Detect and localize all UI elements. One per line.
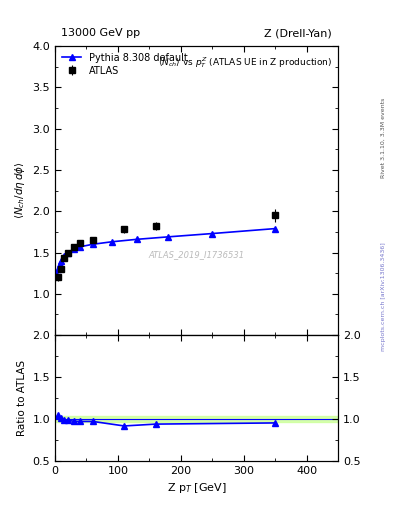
Bar	[55, 416, 338, 422]
Text: Z (Drell-Yan): Z (Drell-Yan)	[264, 28, 332, 38]
Pythia 8.308 default	[62, 253, 67, 259]
Pythia 8.308 default	[273, 225, 277, 231]
Pythia 8.308 default	[54, 272, 59, 279]
Pythia 8.308 default	[56, 266, 61, 272]
Pythia 8.308 default	[57, 261, 62, 267]
Pythia 8.308 default	[109, 239, 114, 245]
Pythia 8.308 default	[210, 230, 215, 237]
Text: mcplots.cern.ch [arXiv:1306.3436]: mcplots.cern.ch [arXiv:1306.3436]	[381, 243, 386, 351]
Pythia 8.308 default	[78, 244, 83, 250]
Text: ATLAS_2019_I1736531: ATLAS_2019_I1736531	[149, 250, 244, 259]
Text: Rivet 3.1.10, 3.3M events: Rivet 3.1.10, 3.3M events	[381, 98, 386, 178]
Pythia 8.308 default	[72, 246, 76, 252]
Pythia 8.308 default	[134, 236, 139, 242]
Pythia 8.308 default	[166, 234, 171, 240]
Text: $\langle N_{ch}\rangle$ vs $p_T^Z$ (ATLAS UE in Z production): $\langle N_{ch}\rangle$ vs $p_T^Z$ (ATLA…	[158, 55, 332, 70]
Line: Pythia 8.308 default: Pythia 8.308 default	[54, 226, 278, 279]
Y-axis label: Ratio to ATLAS: Ratio to ATLAS	[17, 360, 27, 436]
X-axis label: Z p$_T$ [GeV]: Z p$_T$ [GeV]	[167, 481, 226, 495]
Legend: Pythia 8.308 default, ATLAS: Pythia 8.308 default, ATLAS	[58, 49, 192, 80]
Y-axis label: $\langle N_{ch}/d\eta\, d\phi\rangle$: $\langle N_{ch}/d\eta\, d\phi\rangle$	[13, 162, 27, 220]
Text: 13000 GeV pp: 13000 GeV pp	[61, 28, 140, 38]
Pythia 8.308 default	[59, 258, 64, 264]
Pythia 8.308 default	[90, 241, 95, 247]
Pythia 8.308 default	[65, 249, 70, 255]
